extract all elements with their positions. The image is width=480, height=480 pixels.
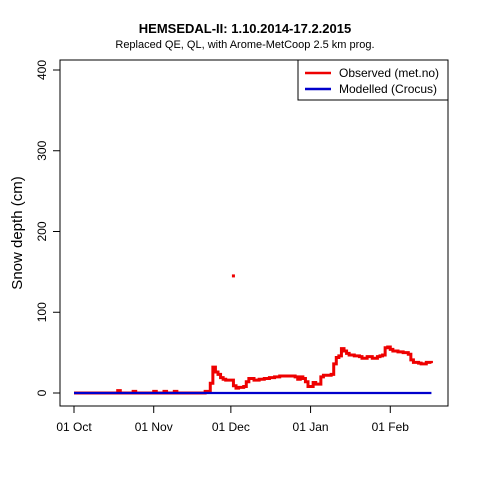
x-tick-label: 01 Dec bbox=[212, 420, 250, 434]
x-tick-label: 01 Jan bbox=[293, 420, 329, 434]
y-tick-label-100: 100 bbox=[35, 302, 49, 322]
y-tick-label-400: 400 bbox=[35, 60, 49, 80]
y-axis-label: Snow depth (cm) bbox=[9, 176, 26, 289]
x-axis: 01 Oct 01 Nov 01 Dec 01 Jan 01 Feb bbox=[56, 406, 409, 434]
plot-frame bbox=[59, 59, 449, 407]
chart-title: HEMSEDAL-II: 1.10.2014-17.2.2015 bbox=[139, 21, 351, 36]
legend-label-modelled: Modelled (Crocus) bbox=[339, 82, 437, 96]
y-tick-label-300: 300 bbox=[35, 140, 49, 160]
x-tick-label: 01 Nov bbox=[135, 420, 173, 434]
x-tick-label: 01 Feb bbox=[372, 420, 410, 434]
x-tick-label: 01 Oct bbox=[56, 420, 92, 434]
series-line-observed bbox=[74, 345, 433, 395]
y-tick-label-200: 200 bbox=[35, 221, 49, 241]
legend-label-observed: Observed (met.no) bbox=[339, 66, 439, 80]
y-tick-label-0: 0 bbox=[35, 389, 49, 396]
series-layer bbox=[74, 274, 433, 395]
legend: Observed (met.no) Modelled (Crocus) bbox=[297, 59, 449, 101]
legend-box bbox=[297, 59, 449, 101]
chart-subtitle: Replaced QE, QL, with Arome-MetCoop 2.5 … bbox=[115, 39, 374, 51]
outlier-point bbox=[231, 274, 235, 278]
y-axis: 0 100 200 300 400 bbox=[35, 60, 60, 396]
